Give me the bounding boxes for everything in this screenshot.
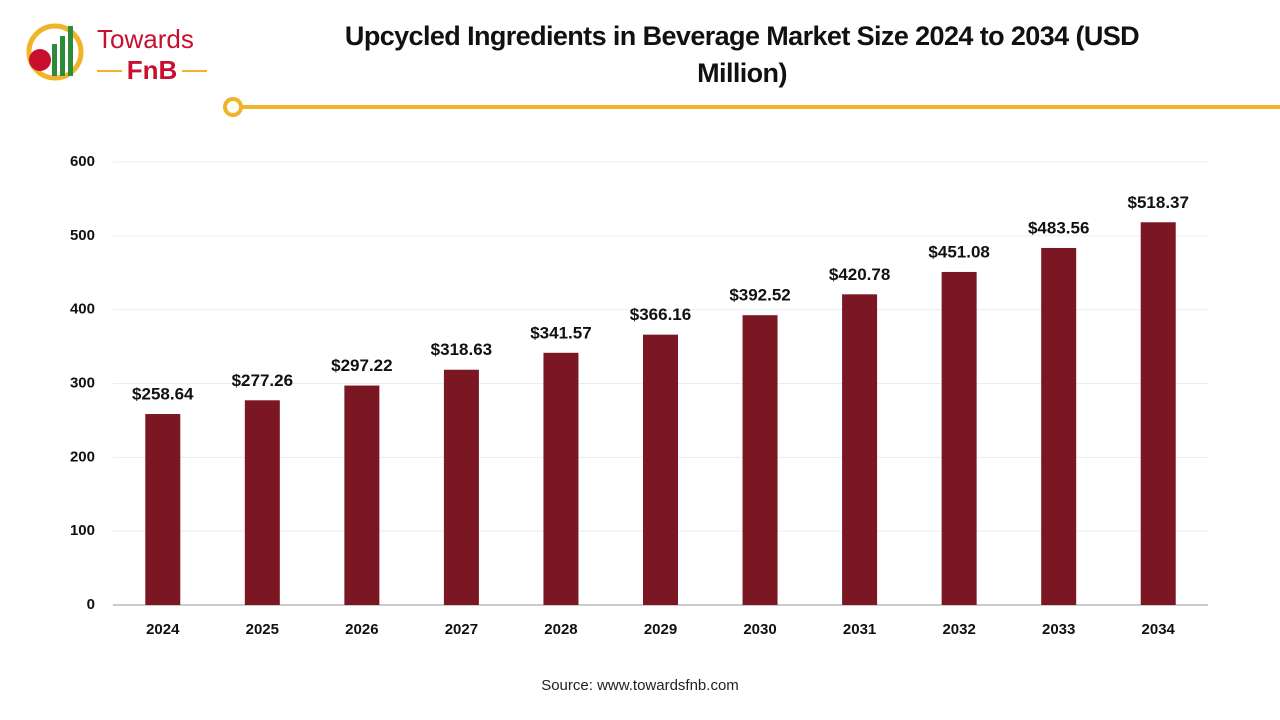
- x-tick-label: 2027: [445, 621, 478, 638]
- x-tick-label: 2026: [345, 621, 378, 638]
- y-tick-label: 300: [70, 374, 95, 391]
- x-tick-label: 2030: [743, 621, 776, 638]
- logo-bar: [52, 44, 57, 76]
- header-dot: [223, 97, 243, 117]
- chart-title: Upcycled Ingredients in Beverage Market …: [344, 21, 1140, 88]
- y-tick-label: 600: [70, 153, 95, 170]
- value-label: $483.56: [1028, 218, 1089, 237]
- x-tick-label: 2029: [644, 621, 677, 638]
- logo-ring: [26, 23, 84, 81]
- bar: [244, 400, 280, 605]
- logo-text: FnB: [127, 55, 178, 85]
- logo-apple: [29, 49, 51, 71]
- value-label: $318.63: [431, 340, 492, 359]
- x-tick-label: 2025: [246, 621, 279, 638]
- logo-bar: [68, 26, 73, 76]
- value-label: $518.37: [1128, 193, 1189, 212]
- bar: [941, 271, 977, 605]
- value-label: $451.08: [928, 242, 989, 261]
- bar: [1041, 247, 1077, 605]
- source: Source: www.towardsfnb.com: [541, 677, 739, 694]
- value-label: $420.78: [829, 265, 890, 284]
- bar: [742, 315, 778, 605]
- x-tick-label: 2031: [843, 621, 876, 638]
- value-label: $277.26: [232, 371, 293, 390]
- y-tick-label: 0: [87, 596, 95, 613]
- logo-text: Towards: [97, 24, 194, 54]
- x-tick-label: 2028: [544, 621, 577, 638]
- bar: [145, 414, 181, 605]
- y-tick-label: 400: [70, 301, 95, 318]
- bar: [443, 369, 479, 605]
- x-tick-label: 2024: [146, 621, 180, 638]
- bar: [543, 352, 579, 605]
- x-tick-label: 2033: [1042, 621, 1075, 638]
- y-tick-label: 200: [70, 448, 95, 465]
- value-label: $341.57: [530, 323, 591, 342]
- bar: [842, 294, 878, 605]
- value-label: $297.22: [331, 356, 392, 375]
- bar: [643, 334, 678, 605]
- bar: [344, 385, 380, 605]
- x-tick-label: 2032: [942, 621, 975, 638]
- logo: Towards FnB: [26, 23, 207, 85]
- value-label: $392.52: [729, 286, 790, 305]
- logo-bar: [60, 36, 65, 76]
- x-tick-label: 2034: [1142, 621, 1176, 638]
- y-tick-label: 500: [70, 227, 95, 244]
- value-label: $366.16: [630, 305, 691, 324]
- value-label: $258.64: [132, 385, 194, 404]
- bar: [1140, 222, 1176, 606]
- y-tick-label: 100: [70, 522, 95, 539]
